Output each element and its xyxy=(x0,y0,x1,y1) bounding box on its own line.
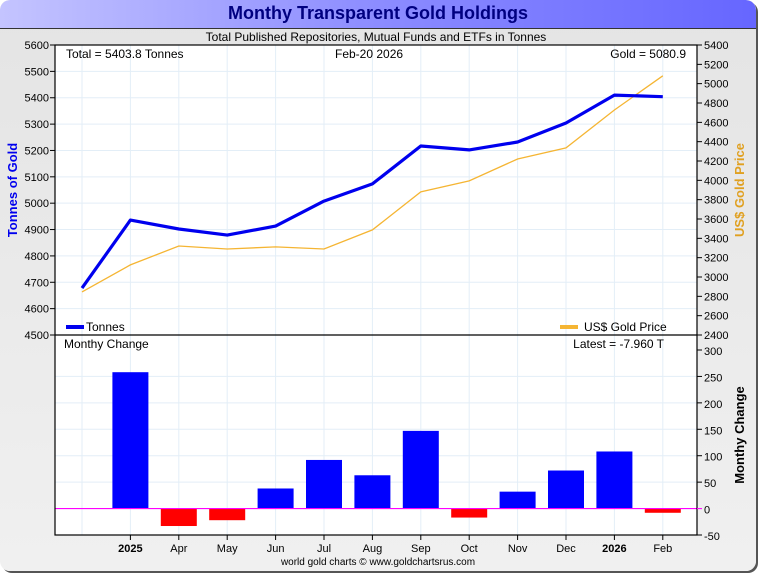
bar-y-tick-label: 300 xyxy=(704,346,722,358)
bar-axis-title: Monthy Change xyxy=(732,386,747,484)
bar-y-tick-label: -50 xyxy=(704,531,720,543)
y2-tick-label: 3400 xyxy=(704,233,728,245)
y-tick-label: 5000 xyxy=(25,198,49,210)
y2-tick-label: 4400 xyxy=(704,137,728,149)
y-tick-label: 5500 xyxy=(25,66,49,78)
y2-tick-label: 5400 xyxy=(704,40,728,52)
bar xyxy=(548,470,584,509)
x-tick-label: Oct xyxy=(461,543,478,555)
bar xyxy=(112,372,149,509)
chart-subtitle: Total Published Repositories, Mutual Fun… xyxy=(205,30,547,44)
y-axis-title: Tonnes of Gold xyxy=(5,143,20,237)
total-annotation: Total = 5403.8 Tonnes xyxy=(66,47,184,61)
bar xyxy=(354,475,391,509)
y2-tick-label: 3800 xyxy=(704,195,728,207)
y2-tick-label: 4800 xyxy=(704,98,728,110)
y-tick-label: 4600 xyxy=(25,304,49,316)
bar-y-tick-label: 100 xyxy=(704,452,722,464)
bar-series xyxy=(55,372,697,527)
title-bar: Monthy Transparent Gold Holdings xyxy=(0,0,756,29)
x-tick-label: Feb xyxy=(653,543,672,555)
bar-y-tick-label: 200 xyxy=(704,399,722,411)
bar xyxy=(160,508,197,527)
y-tick-label: 5600 xyxy=(25,40,49,52)
date-annotation: Feb-20 2026 xyxy=(335,47,403,61)
y2-tick-label: 5000 xyxy=(704,79,728,91)
legend-gold-label: US$ Gold Price xyxy=(584,320,667,334)
y-tick-label: 4700 xyxy=(25,277,49,289)
y2-tick-label: 4200 xyxy=(704,156,728,168)
y2-tick-label: 5200 xyxy=(704,59,728,71)
latest-annotation: Latest = -7.960 T xyxy=(573,337,665,351)
y-tick-label: 4900 xyxy=(25,225,49,237)
y2-tick-label: 4600 xyxy=(704,117,728,129)
bar-y-tick-label: 150 xyxy=(704,425,722,437)
legend-tonnes-label: Tonnes xyxy=(86,320,125,334)
y-tick-label: 4500 xyxy=(25,330,49,342)
line-series xyxy=(80,75,664,293)
y2-tick-label: 2600 xyxy=(704,311,728,323)
bar xyxy=(257,488,294,509)
y2-axis-title: US$ Gold Price xyxy=(732,143,747,237)
x-tick-label: Jun xyxy=(267,543,285,555)
x-tick-label: May xyxy=(217,543,238,555)
bar-y-tick-label: 50 xyxy=(704,478,716,490)
y2-tick-label: 3200 xyxy=(704,253,728,265)
footer-credit: world gold charts © www.goldchartsrus.co… xyxy=(280,557,476,568)
plot-border xyxy=(54,44,698,536)
y2-tick-label: 3000 xyxy=(704,272,728,284)
bar xyxy=(306,459,342,509)
bar xyxy=(596,451,633,509)
bar-y-tick-label: 250 xyxy=(704,372,722,384)
x-tick-label: Dec xyxy=(556,543,576,555)
plot-background xyxy=(55,45,697,535)
x-tick-label: Nov xyxy=(508,543,528,555)
gold-annotation: Gold = 5080.9 xyxy=(610,47,686,61)
bar xyxy=(451,508,488,518)
y2-tick-label: 2800 xyxy=(704,291,728,303)
y2-tick-label: 2400 xyxy=(704,330,728,342)
y-tick-label: 4800 xyxy=(25,251,49,263)
bar xyxy=(209,508,246,521)
x-tick-label: Aug xyxy=(363,543,383,555)
y2-tick-label: 4000 xyxy=(704,175,728,187)
x-tick-label: 2026 xyxy=(602,543,626,555)
x-tick-label: Apr xyxy=(170,543,187,555)
y-tick-label: 5100 xyxy=(25,172,49,184)
bar xyxy=(402,430,439,509)
x-tick-label: 2025 xyxy=(118,543,142,555)
chart-title: Monthy Transparent Gold Holdings xyxy=(227,3,528,23)
monthly-change-label: Monthy Change xyxy=(64,337,149,351)
bar xyxy=(499,491,536,509)
axes: 5600 5500 5400 5300 5200 5100 5000 4900 4800 4700… xyxy=(25,40,729,555)
x-tick-label: Sep xyxy=(411,543,431,555)
bar-y-tick-label: 0 xyxy=(704,505,710,517)
y2-tick-label: 3600 xyxy=(704,214,728,226)
bar xyxy=(644,508,681,513)
y-tick-label: 5200 xyxy=(25,145,49,157)
y-tick-label: 5400 xyxy=(25,93,49,105)
x-tick-label: Jul xyxy=(317,543,331,555)
y-tick-label: 5300 xyxy=(25,119,49,131)
